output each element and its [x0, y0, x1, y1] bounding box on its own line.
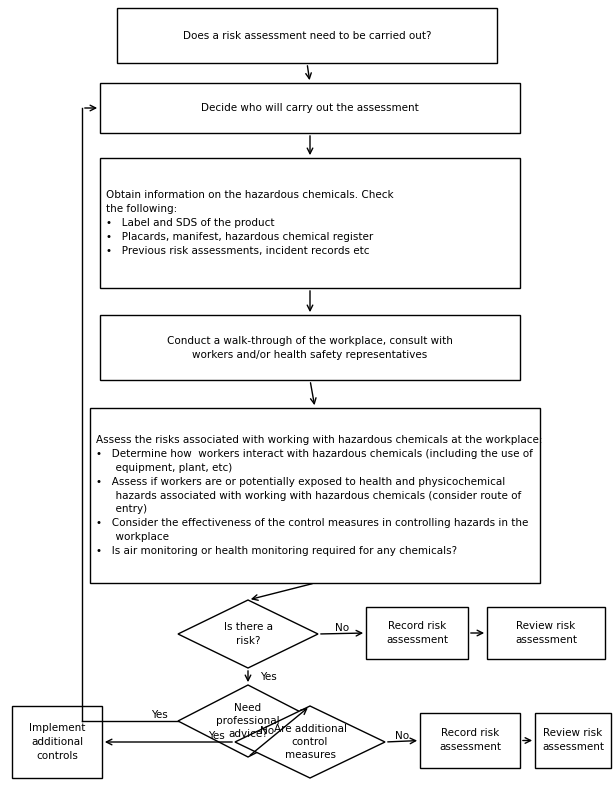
- Text: Review risk
assessment: Review risk assessment: [542, 728, 604, 753]
- Text: Are additional
control
measures: Are additional control measures: [274, 724, 346, 760]
- Bar: [535, 713, 611, 768]
- Bar: [420, 713, 520, 768]
- Bar: [12, 706, 102, 778]
- Bar: [90, 408, 540, 583]
- Text: Yes: Yes: [152, 710, 168, 720]
- Polygon shape: [178, 600, 318, 668]
- Bar: [100, 158, 520, 288]
- Bar: [100, 315, 520, 380]
- Text: Record risk
assessment: Record risk assessment: [386, 621, 448, 645]
- Text: Need
professional
advice?: Need professional advice?: [216, 703, 280, 739]
- Bar: [487, 607, 605, 659]
- Text: Record risk
assessment: Record risk assessment: [439, 728, 501, 753]
- Text: Obtain information on the hazardous chemicals. Check
the following:
•   Label an: Obtain information on the hazardous chem…: [106, 190, 394, 256]
- Text: No: No: [395, 731, 410, 741]
- Text: No: No: [335, 623, 349, 633]
- Text: Yes: Yes: [260, 671, 277, 682]
- Text: Decide who will carry out the assessment: Decide who will carry out the assessment: [201, 103, 419, 113]
- Bar: [117, 8, 497, 63]
- Text: Is there a
risk?: Is there a risk?: [224, 623, 272, 645]
- Text: Assess the risks associated with working with hazardous chemicals at the workpla: Assess the risks associated with working…: [96, 434, 543, 556]
- Polygon shape: [235, 706, 385, 778]
- Text: Yes: Yes: [208, 731, 225, 741]
- Polygon shape: [178, 685, 318, 757]
- Text: Does a risk assessment need to be carried out?: Does a risk assessment need to be carrie…: [183, 31, 431, 40]
- Text: No: No: [260, 727, 274, 737]
- Bar: [366, 607, 468, 659]
- Text: Review risk
assessment: Review risk assessment: [515, 621, 577, 645]
- Bar: [100, 83, 520, 133]
- Text: Conduct a walk-through of the workplace, consult with
workers and/or health safe: Conduct a walk-through of the workplace,…: [167, 336, 453, 359]
- Text: Implement
additional
controls: Implement additional controls: [29, 723, 85, 761]
